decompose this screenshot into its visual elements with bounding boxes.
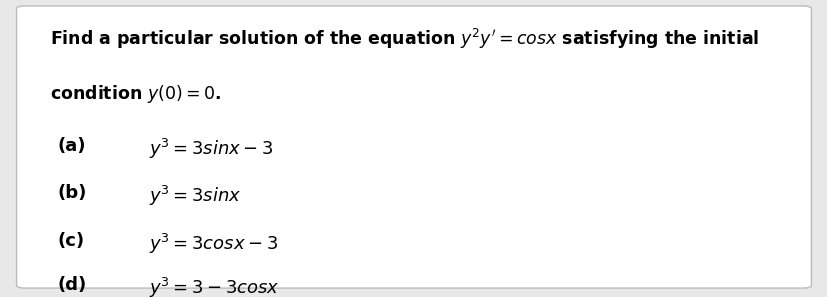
Text: $y^3 = 3\mathit{sin}\mathit{x} - 3$: $y^3 = 3\mathit{sin}\mathit{x} - 3$ [149, 137, 273, 161]
Text: condition $y(0) = 0$.: condition $y(0) = 0$. [50, 83, 221, 105]
FancyBboxPatch shape [17, 6, 810, 288]
Text: $y^3 = 3\mathit{sin}\mathit{x}$: $y^3 = 3\mathit{sin}\mathit{x}$ [149, 184, 241, 208]
Text: (c): (c) [58, 232, 85, 250]
Text: $y^3 = 3\mathit{cos}\mathit{x} - 3$: $y^3 = 3\mathit{cos}\mathit{x} - 3$ [149, 232, 278, 256]
Text: (a): (a) [58, 137, 86, 155]
Text: $y^3 = 3 - 3\mathit{cos}\mathit{x}$: $y^3 = 3 - 3\mathit{cos}\mathit{x}$ [149, 276, 280, 297]
Text: (d): (d) [58, 276, 87, 294]
Text: (b): (b) [58, 184, 87, 202]
Text: Find a particular solution of the equation $y^2y' = \mathit{cos}\mathit{x}$ sati: Find a particular solution of the equati… [50, 27, 758, 51]
